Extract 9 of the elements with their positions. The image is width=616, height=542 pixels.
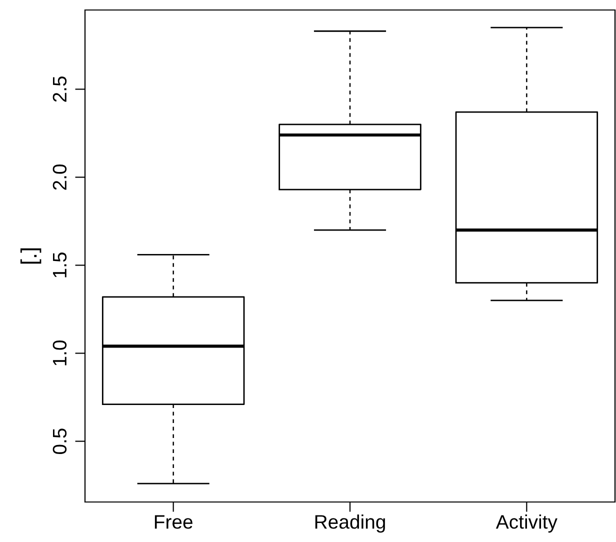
x-tick-label: Free <box>154 515 192 529</box>
y-tick-label: 2.0 <box>52 164 67 190</box>
y-axis-title: [.] <box>20 248 42 264</box>
y-tick-label: 2.5 <box>52 76 67 102</box>
y-tick-label: 0.5 <box>52 428 67 454</box>
x-tick-label: Activity <box>496 514 558 533</box>
x-tick-label: Reading <box>315 514 385 533</box>
y-tick-label: 1.0 <box>52 340 67 366</box>
y-tick-label: 1.5 <box>53 252 67 278</box>
